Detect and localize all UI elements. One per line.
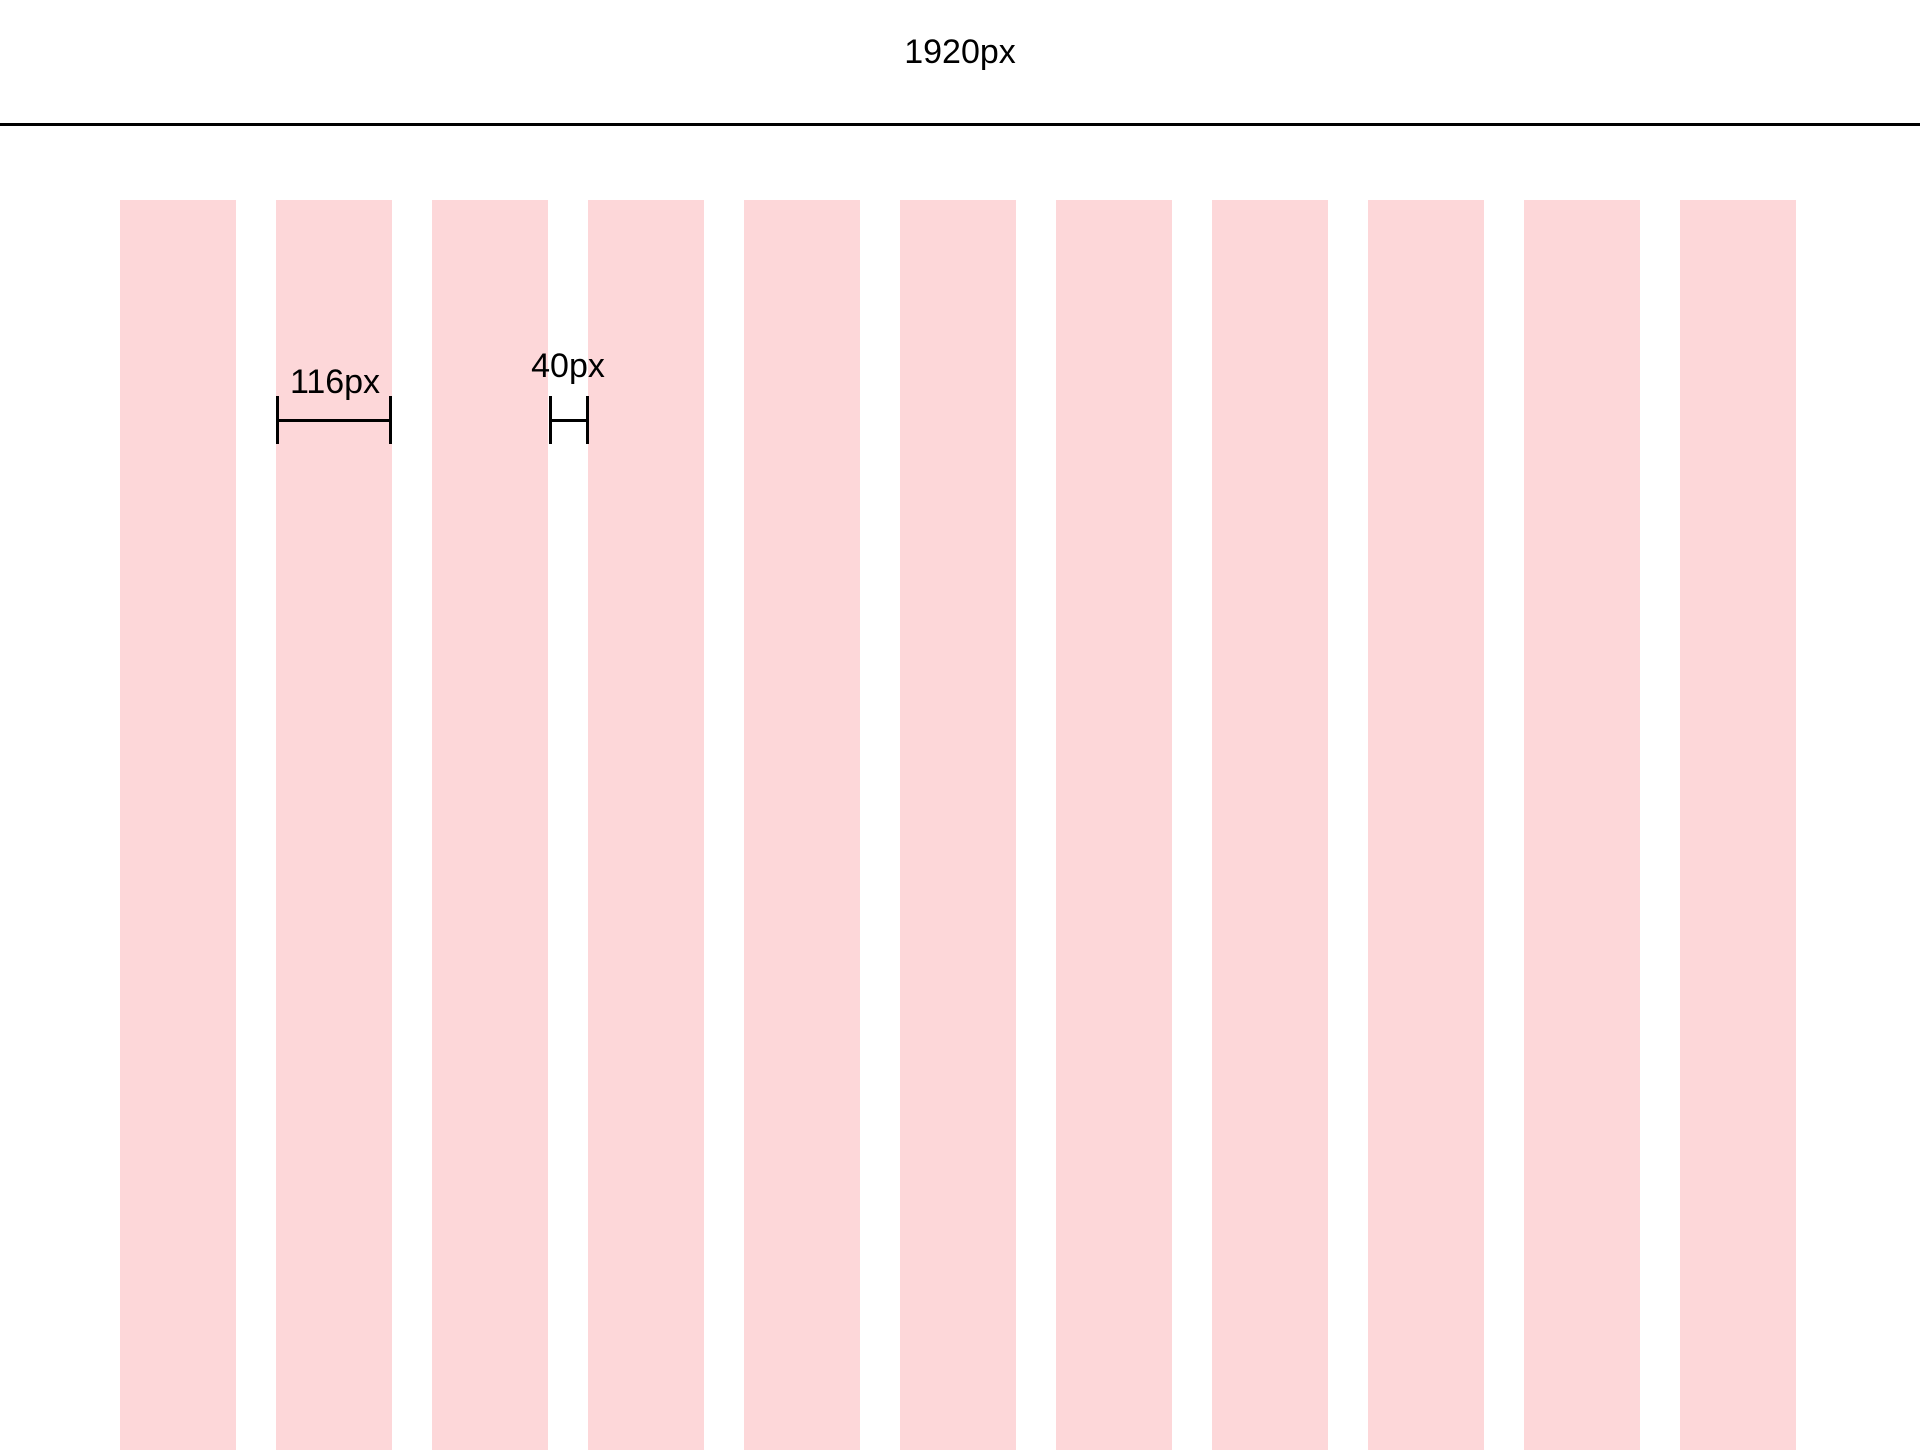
grid-column-10: [1524, 200, 1640, 1450]
gutter-width-tick-right: [586, 396, 589, 444]
column-width-tick-right: [389, 396, 392, 444]
grid-column-3: [432, 200, 548, 1450]
column-width-label: 116px: [289, 363, 381, 401]
grid-column-7: [1056, 200, 1172, 1450]
grid-column-9: [1368, 200, 1484, 1450]
grid-column-5: [744, 200, 860, 1450]
grid-column-11: [1680, 200, 1796, 1450]
page-width-label: 1920px: [904, 33, 1016, 71]
column-width-line: [276, 419, 392, 422]
page-width-line: [0, 123, 1920, 126]
gutter-width-label: 40px: [531, 347, 605, 385]
grid-column-8: [1212, 200, 1328, 1450]
gutter-width-line: [549, 419, 589, 422]
grid-column-1: [120, 200, 236, 1450]
grid-column-6: [900, 200, 1016, 1450]
grid-column-2: [276, 200, 392, 1450]
grid-column-4: [588, 200, 704, 1450]
